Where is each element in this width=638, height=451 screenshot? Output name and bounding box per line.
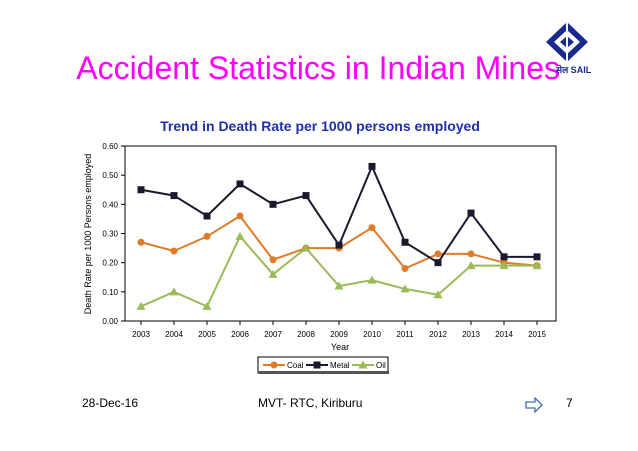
- data-point-oil: [433, 290, 443, 299]
- data-point-metal: [434, 259, 442, 267]
- x-tick-label: 2008: [297, 330, 315, 339]
- data-point-metal: [236, 180, 244, 188]
- y-tick-label: 0.50: [102, 171, 118, 180]
- data-point-oil: [169, 287, 179, 296]
- y-axis-label: Death Rate per 1000 Persons employed: [83, 154, 93, 315]
- data-point-metal: [533, 253, 541, 261]
- chart-title: Trend in Death Rate per 1000 persons emp…: [160, 118, 480, 134]
- data-point-coal: [401, 265, 409, 272]
- x-tick-label: 2012: [429, 330, 447, 339]
- y-tick-label: 0.60: [102, 142, 118, 151]
- footer-center: MVT- RTC, Kiriburu: [258, 396, 363, 410]
- data-point-coal: [368, 224, 376, 232]
- x-tick-label: 2013: [462, 330, 480, 339]
- y-tick-label: 0.00: [102, 317, 118, 326]
- x-tick-label: 2010: [363, 330, 381, 339]
- data-point-oil: [136, 301, 146, 310]
- legend-label-coal: Coal: [287, 361, 304, 370]
- sail-logo-icon: [546, 22, 588, 62]
- page-number: 7: [566, 396, 573, 410]
- legend-marker-coal: [270, 361, 278, 369]
- data-point-coal: [203, 232, 211, 240]
- data-point-metal: [335, 241, 343, 249]
- data-point-metal: [302, 192, 310, 200]
- slide-title: Accident Statistics in Indian Mines: [76, 50, 560, 86]
- data-point-metal: [203, 212, 211, 220]
- data-point-metal: [170, 192, 178, 200]
- data-point-oil: [235, 231, 245, 240]
- data-point-oil: [400, 284, 410, 293]
- data-point-metal: [368, 162, 376, 170]
- y-tick-label: 0.30: [102, 230, 118, 239]
- data-point-coal: [137, 238, 145, 246]
- data-point-metal: [401, 238, 409, 246]
- data-point-metal: [500, 253, 508, 261]
- x-tick-label: 2005: [198, 330, 216, 339]
- data-point-oil: [499, 261, 509, 270]
- data-point-coal: [467, 250, 475, 258]
- y-tick-label: 0.10: [102, 288, 118, 297]
- arrow-right-icon[interactable]: [524, 397, 544, 413]
- data-point-metal: [269, 200, 277, 208]
- data-point-oil: [268, 269, 278, 278]
- data-point-oil: [466, 261, 476, 270]
- x-tick-label: 2003: [132, 330, 150, 339]
- data-point-coal: [434, 250, 442, 258]
- plot-area: [124, 145, 557, 322]
- x-tick-label: 2011: [396, 330, 414, 339]
- x-tick-label: 2007: [264, 330, 282, 339]
- y-tick-label: 0.20: [102, 259, 118, 268]
- data-point-coal: [236, 212, 244, 220]
- data-point-oil: [367, 275, 377, 284]
- legend: Coal Metal Oil: [257, 356, 389, 374]
- logo-text: सेल SAIL: [556, 65, 592, 75]
- legend-label-oil: Oil: [376, 361, 386, 370]
- data-point-oil: [532, 261, 542, 270]
- legend-shadow: [259, 371, 389, 374]
- data-point-metal: [467, 209, 475, 217]
- x-tick-label: 2004: [165, 330, 183, 339]
- x-axis-label: Year: [331, 342, 349, 352]
- data-point-oil: [334, 281, 344, 290]
- data-point-oil: [202, 301, 212, 310]
- y-tick-label: 0.40: [102, 200, 118, 209]
- data-point-oil: [301, 243, 311, 252]
- data-point-coal: [269, 256, 277, 264]
- legend-marker-metal: [313, 361, 321, 369]
- legend-marker-oil: [358, 360, 368, 369]
- legend-label-metal: Metal: [330, 361, 350, 370]
- x-tick-label: 2015: [528, 330, 546, 339]
- footer-date: 28-Dec-16: [82, 396, 139, 410]
- x-tick-label: 2014: [495, 330, 513, 339]
- x-tick-label: 2009: [330, 330, 348, 339]
- data-point-coal: [170, 247, 178, 255]
- x-tick-label: 2006: [231, 330, 249, 339]
- data-point-metal: [137, 186, 145, 194]
